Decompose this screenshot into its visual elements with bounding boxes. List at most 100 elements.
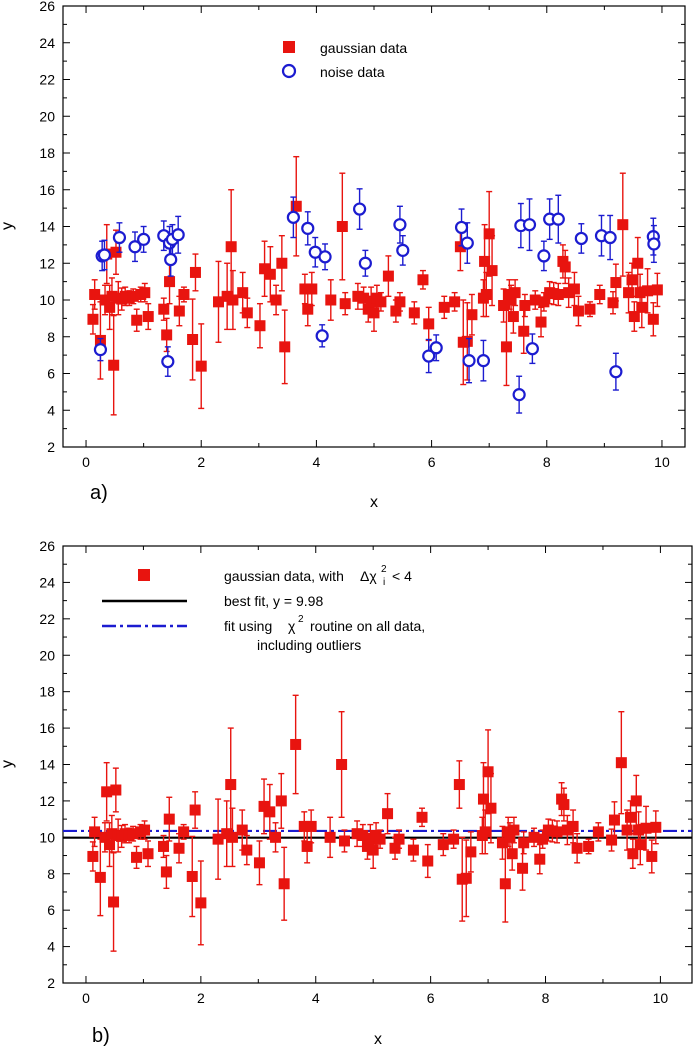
legend-gaussian-marker-b (138, 569, 150, 581)
gaussian-point (509, 287, 521, 299)
y-tick-label-b: 12 (39, 793, 55, 809)
plot-frame-b (62, 545, 693, 984)
x-tick-label-a: 2 (197, 454, 205, 470)
gaussian-point (408, 307, 420, 319)
gaussian-point (529, 294, 541, 306)
x-tick-label-b: 4 (312, 990, 320, 1006)
gaussian-point (339, 298, 351, 310)
gaussian-point (352, 290, 364, 302)
noise-point (396, 243, 410, 257)
gaussian-point (632, 257, 644, 269)
x-tick-label-a: 6 (428, 454, 436, 470)
gaussian-b-point (186, 870, 198, 882)
gaussian-point (178, 288, 190, 300)
noise-point (522, 218, 537, 232)
data-marks-b (87, 694, 662, 952)
gaussian-point (423, 318, 435, 330)
gaussian-point (227, 294, 239, 306)
noise-point (603, 230, 617, 245)
gaussian-point (89, 288, 101, 300)
gaussian-point (642, 285, 654, 297)
gaussian-b-point (437, 839, 449, 851)
y-tick-label-b: 6 (47, 902, 55, 918)
gaussian-b-point (338, 835, 350, 847)
gaussian-b-point (460, 872, 472, 884)
gaussian-b-point (226, 831, 238, 843)
legend-delta-chi-sup: 2 (381, 564, 387, 575)
y-tick-label-b: 18 (39, 684, 55, 700)
gaussian-point (106, 290, 118, 302)
y-tick-label-b: 14 (39, 757, 55, 773)
gaussian-point (626, 274, 638, 286)
y-tick-label-a: 6 (47, 366, 55, 382)
panel-label-b: b) (92, 1025, 110, 1047)
legend-gaussian-marker (283, 41, 295, 53)
gaussian-b-point (496, 837, 508, 849)
gaussian-point (594, 288, 606, 300)
gaussian-point (189, 266, 201, 278)
noise-point (93, 343, 108, 357)
gaussian-point (237, 287, 249, 299)
legend-delta-chi-symbol: Δχ (360, 568, 377, 584)
gaussian-point (382, 270, 394, 282)
gaussian-point (358, 292, 370, 304)
gaussian-b-point (499, 878, 511, 890)
data-marks-a (87, 155, 663, 416)
gaussian-b-point (324, 831, 336, 843)
gaussian-b-point (567, 820, 579, 832)
gaussian-point (365, 296, 377, 308)
gaussian-b-point (608, 814, 620, 826)
gaussian-b-point (477, 793, 489, 805)
gaussian-b-point (558, 799, 570, 811)
gaussian-point (161, 329, 173, 341)
gaussian-b-point (275, 795, 287, 807)
x-tick-label-b: 8 (542, 990, 550, 1006)
gaussian-b-point (518, 837, 530, 849)
gaussian-b-point (633, 824, 645, 836)
gaussian-point (375, 296, 387, 308)
gaussian-b-point (278, 878, 290, 890)
gaussian-point (213, 296, 224, 308)
gaussian-b-point (87, 850, 99, 862)
noise-point (454, 220, 469, 235)
gaussian-point (623, 287, 635, 299)
gaussian-point (131, 314, 143, 326)
gaussian-point (610, 277, 622, 289)
gaussian-point (221, 290, 233, 302)
gaussian-b-point (571, 842, 583, 854)
gaussian-point (290, 200, 302, 212)
y-tick-label-a: 20 (39, 108, 55, 124)
noise-point (429, 341, 443, 355)
panel-label-a: a) (90, 482, 108, 504)
gaussian-point (254, 320, 266, 332)
gaussian-b-point (158, 840, 170, 852)
gaussian-point (110, 246, 122, 258)
gaussian-point (479, 255, 491, 267)
gaussian-b-point (241, 844, 253, 856)
gaussian-b-point (301, 840, 313, 852)
gaussian-point (390, 305, 402, 317)
legend-noise-label: noise data (320, 64, 385, 80)
x-tick-label-b: 2 (197, 990, 205, 1006)
noise-point (422, 349, 436, 363)
gaussian-point (628, 311, 640, 323)
y-tick-label-b: 2 (47, 975, 55, 991)
gaussian-b-point (253, 857, 265, 869)
gaussian-b-point (189, 804, 201, 816)
gaussian-b-point (173, 842, 185, 854)
gaussian-b-point (104, 839, 116, 851)
legend-best-fit-label: best fit, y = 9.98 (224, 593, 323, 609)
gaussian-b-point (106, 828, 118, 840)
gaussian-point (461, 335, 473, 347)
x-tick-label-b: 10 (653, 990, 669, 1006)
y-tick-label-a: 4 (47, 402, 55, 418)
gaussian-b-point (236, 824, 248, 836)
legend-chi-fit-prefix: fit using (224, 618, 272, 634)
gaussian-point (99, 294, 111, 306)
x-axis-title-b: x (374, 1031, 382, 1048)
y-tick-label-a: 14 (39, 219, 55, 235)
noise-point (647, 237, 661, 251)
